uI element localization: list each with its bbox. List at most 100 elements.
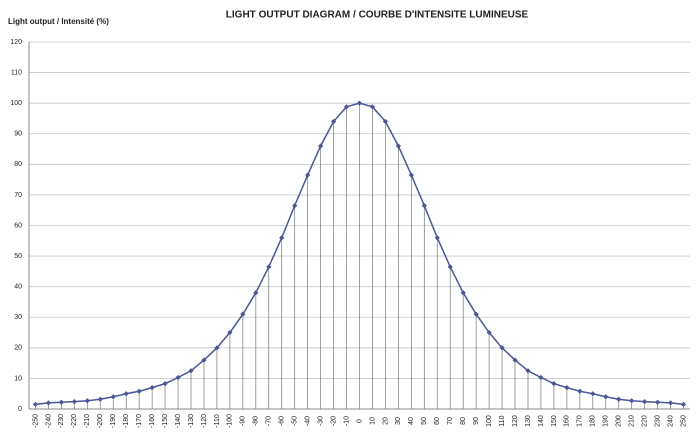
- x-tick-label: 210: [629, 415, 636, 427]
- data-point: [408, 172, 414, 178]
- x-tick-label: 60: [434, 417, 441, 425]
- y-tick-label: 110: [11, 69, 22, 76]
- data-point: [680, 401, 687, 408]
- x-tick-label: -40: [305, 416, 312, 426]
- data-point: [395, 143, 401, 149]
- x-tick-label: -170: [136, 414, 143, 428]
- x-tick-label: -180: [123, 414, 130, 428]
- data-point: [279, 235, 285, 241]
- data-point: [136, 388, 142, 394]
- data-point: [654, 399, 661, 405]
- data-point: [590, 391, 596, 397]
- x-tick-label: 150: [551, 415, 558, 427]
- data-point: [123, 391, 129, 397]
- data-point: [434, 235, 440, 241]
- data-point: [551, 381, 557, 387]
- y-axis-title: Light output / Intensité (%): [8, 17, 109, 26]
- data-point: [486, 329, 492, 336]
- data-point: [629, 398, 635, 404]
- x-tick-label: -10: [343, 416, 350, 426]
- x-tick-label: 70: [447, 417, 454, 425]
- x-tick-label: -150: [162, 414, 169, 428]
- x-tick-label: 20: [382, 417, 389, 425]
- data-point: [214, 345, 220, 351]
- x-tick-label: -60: [279, 416, 286, 426]
- data-point: [603, 394, 609, 400]
- data-point: [564, 384, 570, 391]
- x-tick-label: 0: [356, 419, 363, 423]
- x-tick-label: -20: [330, 416, 337, 426]
- data-point: [84, 398, 90, 404]
- x-tick-label: -30: [317, 416, 324, 426]
- x-tick-label: 30: [395, 417, 402, 425]
- x-tick-label: 250: [680, 415, 687, 427]
- y-tick-label: 70: [14, 192, 22, 199]
- x-tick-label: -50: [292, 416, 299, 426]
- x-tick-label: 110: [499, 415, 506, 426]
- data-point: [447, 264, 453, 270]
- x-tick-label: 100: [486, 415, 493, 427]
- x-tick-label: 80: [460, 417, 467, 425]
- data-point: [45, 400, 52, 406]
- data-point: [149, 384, 155, 391]
- data-point: [201, 357, 207, 363]
- data-point: [343, 104, 350, 110]
- data-point: [266, 264, 272, 270]
- x-tick-label: -70: [266, 416, 273, 426]
- data-point: [642, 399, 648, 405]
- data-point: [473, 311, 479, 317]
- y-tick-label: 0: [18, 406, 22, 413]
- y-tick-label: 100: [10, 100, 22, 107]
- x-tick-label: -200: [97, 414, 104, 428]
- y-tick-label: 120: [10, 39, 22, 46]
- x-tick-label: -240: [45, 414, 52, 428]
- x-tick-label: -110: [214, 414, 221, 428]
- data-point: [577, 388, 583, 394]
- data-point: [110, 394, 116, 400]
- x-tick-label: -100: [227, 414, 234, 428]
- y-tick-label: 10: [14, 375, 22, 382]
- x-tick-label: 40: [408, 417, 415, 425]
- data-point: [330, 118, 337, 125]
- data-point: [58, 399, 65, 405]
- data-point: [305, 172, 311, 178]
- data-point: [512, 357, 518, 363]
- x-tick-label: 90: [473, 417, 480, 425]
- x-tick-label: -230: [58, 414, 65, 428]
- y-tick-label: 40: [14, 284, 22, 291]
- x-tick-label: 140: [538, 415, 545, 427]
- x-tick-label: 180: [590, 415, 597, 427]
- x-tick-label: -220: [71, 414, 78, 428]
- data-point: [538, 374, 544, 381]
- x-tick-label: -80: [253, 416, 260, 426]
- y-tick-label: 20: [14, 345, 22, 352]
- x-tick-label: -130: [188, 414, 195, 428]
- x-tick-label: -190: [110, 414, 117, 428]
- x-tick-label: 170: [577, 415, 584, 427]
- x-tick-label: -140: [175, 414, 182, 428]
- chart-title: LIGHT OUTPUT DIAGRAM / COURBE D'INTENSIT…: [226, 10, 529, 21]
- data-point: [667, 400, 674, 406]
- data-point: [32, 401, 39, 408]
- data-point: [162, 381, 168, 387]
- y-tick-label: 90: [14, 131, 22, 138]
- data-point: [499, 345, 505, 351]
- x-tick-label: 230: [654, 415, 661, 427]
- data-point: [616, 396, 622, 402]
- x-tick-label: -160: [149, 414, 156, 428]
- data-point: [227, 329, 233, 336]
- data-point: [382, 118, 389, 125]
- x-tick-label: -120: [201, 414, 208, 428]
- x-tick-label: -90: [240, 416, 247, 426]
- data-point: [71, 399, 77, 405]
- x-tick-label: 50: [421, 417, 428, 425]
- data-point: [240, 311, 246, 317]
- x-tick-label: 160: [564, 415, 571, 427]
- y-tick-label: 30: [14, 314, 22, 321]
- data-point: [97, 396, 103, 402]
- x-tick-label: 240: [667, 415, 674, 427]
- data-point: [369, 104, 376, 110]
- x-tick-label: -250: [32, 414, 39, 428]
- data-point: [356, 100, 363, 106]
